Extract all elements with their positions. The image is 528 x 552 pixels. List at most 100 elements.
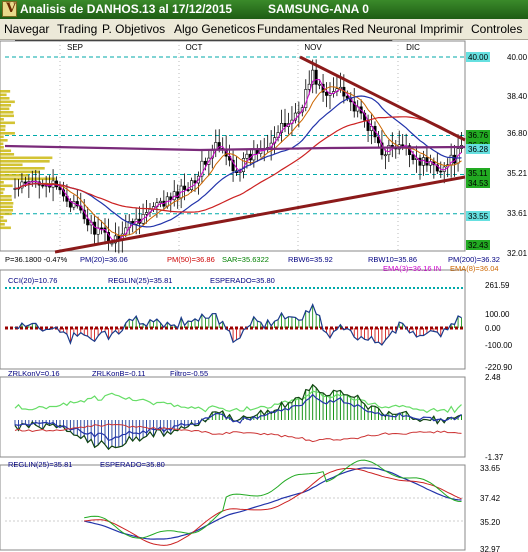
price-axis-label: 36.80 <box>507 129 528 138</box>
candle-body <box>93 221 97 235</box>
volume-profile-bar <box>0 202 14 205</box>
ema8-line <box>14 86 462 237</box>
cci-axis-label: 100.00 <box>485 310 510 319</box>
candle-body <box>200 160 204 177</box>
menu-algo-geneticos[interactable]: Algo Geneticos <box>174 22 256 36</box>
candle-body <box>203 160 207 165</box>
zrl-filter-line <box>14 390 462 414</box>
window-title: Analisis de DANHOS.13 al 17/12/2015 <box>20 2 233 16</box>
reglin-label: REGLIN(25)=35.81 <box>8 460 72 469</box>
volume-profile-bar <box>0 100 15 104</box>
volume-profile-bar <box>0 107 10 111</box>
reglin-panel <box>0 464 466 551</box>
volume-profile-bar <box>0 121 15 125</box>
menu-trading[interactable]: Trading <box>57 22 98 36</box>
candle-body <box>86 218 90 226</box>
zrl-label: ZRLKonV=0.16 <box>8 369 60 378</box>
esperado-line <box>84 468 462 546</box>
volume-profile-bar <box>0 174 29 177</box>
level-tag: 35.11 <box>468 169 488 178</box>
title-bar: Analisis de DANHOS.13 al 17/12/2015 SAMS… <box>0 0 528 19</box>
candle-body <box>158 200 162 204</box>
zrl-konb-line <box>14 393 462 441</box>
menu-navegar[interactable]: Navegar <box>4 22 50 36</box>
reglin-line <box>84 467 462 540</box>
pm20-line <box>14 95 462 228</box>
cci-label: ESPERADO=35.80 <box>210 276 275 285</box>
candle-body <box>41 184 45 187</box>
volume-profile-bar <box>0 128 6 132</box>
volume-profile-bar <box>0 139 8 142</box>
cci-label: CCI(20)=10.76 <box>8 276 57 285</box>
volume-profile-bar <box>0 219 8 223</box>
volume-profile-bar <box>0 212 12 216</box>
price-axis-label: 33.61 <box>507 209 528 218</box>
level-tag-bg <box>466 178 490 188</box>
level-tag-bg <box>466 240 490 250</box>
menu-fundamentales[interactable]: Fundamentales <box>257 22 340 36</box>
volume-profile-bar <box>0 135 4 139</box>
price-info-label: EMA(3)=36.16 IN <box>383 264 441 273</box>
volume-profile-bar <box>0 163 23 167</box>
candle-body <box>280 123 284 133</box>
candle-body <box>293 112 297 121</box>
level-tag: 34.53 <box>468 179 489 188</box>
volume-profile-bar <box>0 205 13 209</box>
candle-body <box>345 95 349 99</box>
candle-body <box>183 185 187 190</box>
zrl-red-line <box>14 423 462 443</box>
volume-profile-bar <box>0 114 14 118</box>
volume-profile-bar <box>0 90 11 93</box>
reglin-label: ESPERADO=35.80 <box>100 460 165 469</box>
candle-body <box>186 189 190 191</box>
menu-red-neuronal[interactable]: Red Neuronal <box>342 22 417 36</box>
candle-body <box>435 164 439 172</box>
candle-body <box>325 91 329 96</box>
menu-controles[interactable]: Controles <box>471 22 523 36</box>
menu-imprimir[interactable]: Imprimir <box>420 22 464 36</box>
zrl-label: Filtro=-0.55 <box>170 369 208 378</box>
month-label: NOV <box>304 43 322 52</box>
candle-body <box>311 69 315 85</box>
reglin-axis-label: 33.65 <box>480 464 501 473</box>
price-info-label: PM(20)=36.06 <box>80 255 128 264</box>
volume-profile-bar <box>0 156 53 160</box>
menu-p-objetivos[interactable]: P. Objetivos <box>102 22 166 36</box>
reglin-axis-label: 32.97 <box>480 545 501 552</box>
candle-body <box>352 101 356 112</box>
candle-body <box>217 142 221 149</box>
candle-body <box>383 154 387 157</box>
cci-axis-label: 261.59 <box>485 281 510 290</box>
level-tag: 32.43 <box>468 241 489 250</box>
candle-body <box>425 157 429 166</box>
pm200-line <box>4 144 466 152</box>
cci-axis-label: 0.00 <box>485 324 501 333</box>
ema3-line <box>14 79 462 242</box>
candle-body <box>307 83 311 90</box>
cci-panel <box>0 269 466 370</box>
price-axis-label: 35.21 <box>507 169 528 178</box>
reglin-axis-label: 37.42 <box>480 494 501 503</box>
volume-profile-bar <box>0 181 4 184</box>
volume-profile-bar <box>0 146 4 149</box>
volume-profile-bar <box>0 223 5 226</box>
price-info-label: P=36.1800 -0.47% <box>5 255 68 264</box>
price-axis-label: 40.00 <box>507 53 528 62</box>
candle-body <box>231 159 235 172</box>
volume-profile-bar <box>0 195 12 198</box>
chart-area[interactable]: SEP OCT NOV DIC 40.00 38.40 36.80 35.21 33.61 32.… <box>0 40 528 552</box>
volume-profile-bar <box>0 167 45 170</box>
candle-body <box>418 157 422 166</box>
price-info-label: PM(50)=36.86 <box>167 255 215 264</box>
cci-axis-label: -100.00 <box>485 341 513 350</box>
cci-axis-label: -220.90 <box>485 363 513 372</box>
level-tag: 36.76 <box>468 131 489 140</box>
volume-profile-bar <box>0 216 4 219</box>
price-info-label: RBW10=35.86 <box>368 255 417 264</box>
candle-body <box>283 123 287 127</box>
level-tag-bg <box>466 211 490 221</box>
volume-profile-bar <box>0 160 50 163</box>
candle-body <box>338 86 342 89</box>
level-tag-bg <box>466 168 490 178</box>
candle-body <box>411 154 415 160</box>
